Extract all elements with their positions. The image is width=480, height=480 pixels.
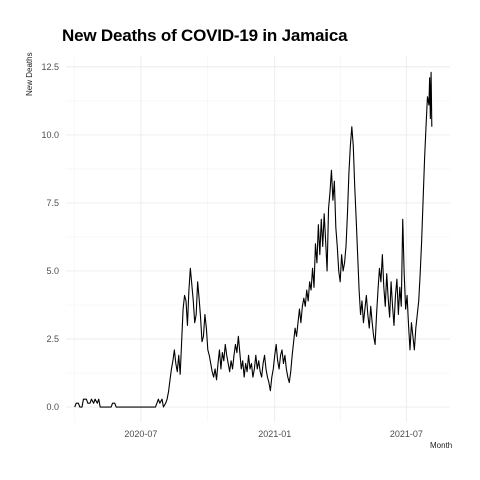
- y-tick-label: 7.5: [46, 198, 59, 208]
- series-layer: [74, 71, 433, 408]
- series-line-0: [74, 71, 433, 408]
- y-axis-label: New Deaths: [25, 52, 34, 96]
- y-tick-label: 10.0: [41, 130, 59, 140]
- x-tick-label: 2020-07: [124, 429, 157, 439]
- y-axis-ticks: 0.0 2.5 5.0 7.5 10.0 12.5: [41, 62, 59, 412]
- x-axis-label: Month: [430, 441, 453, 450]
- chart-title: New Deaths of COVID-19 in Jamaica: [62, 26, 348, 45]
- x-tick-label: 2021-07: [390, 429, 423, 439]
- y-tick-label: 12.5: [41, 62, 59, 72]
- x-tick-label: 2021-01: [258, 429, 291, 439]
- x-axis-ticks: 2020-07 2021-01 2021-07: [124, 429, 422, 439]
- y-tick-label: 5.0: [46, 266, 59, 276]
- grid-lines: [66, 56, 450, 422]
- y-tick-label: 0.0: [46, 402, 59, 412]
- y-tick-label: 2.5: [46, 334, 59, 344]
